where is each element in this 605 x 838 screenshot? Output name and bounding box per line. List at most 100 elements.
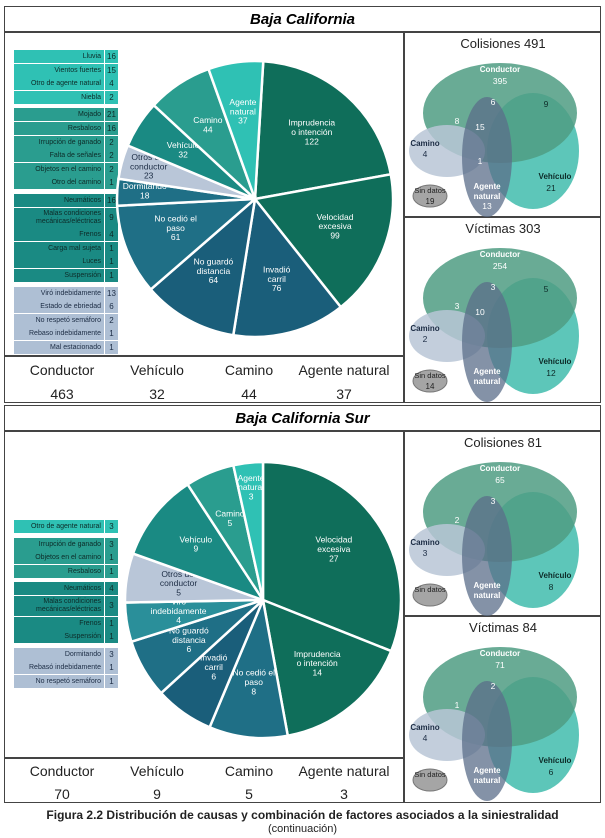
pie-slice-label: Vehículo 32 [167,140,200,159]
venn-title: Víctimas 84 [469,620,537,635]
legend-label: Frenos [79,619,101,627]
pie-chart-bcs: Velocidad excesiva 27 Imprudencia o intenció… [123,460,403,740]
legend-value: 15 [104,63,118,77]
legend-label: No respetó semáforo [35,316,101,324]
pie-slice-label: Camino 44 [193,115,223,134]
legend-row: Luces 1 [14,255,118,269]
venn-panel-bc-victimas [404,217,601,403]
total-label-camino: Camino [224,763,274,779]
venn-overlap-count: 10 [475,307,485,317]
legend-row: Otro de agente natural 3 [14,520,118,533]
venn-sindatos-label: Sin datos [414,186,446,195]
legend-label: Frenos [79,231,101,239]
legend-row: Neumáticos 4 [14,582,118,596]
legend-value: 6 [104,300,118,314]
pie-slice-label: Vehículo 9 [180,534,213,553]
legend-label: Dormitando [64,650,101,658]
pie-slice-label: Imprudencia o intención 14 [294,649,341,678]
legend-row: Frenos 4 [14,228,118,242]
legend-row: Rebaso indebidamente 1 [14,327,118,341]
legend-value: 3 [104,595,118,616]
venn-vehiculo-label: Vehículo [539,571,572,580]
venn-title: Colisiones 491 [460,36,545,51]
legend-row: Niebla 2 [14,90,118,104]
venn-agente-label: Agente [473,766,501,775]
legend-value: 1 [104,340,118,354]
legend-label: Malas condiciones mecánicas/eléctricas [36,209,101,225]
total-label-camino: Camino [224,362,274,378]
pie-slice-label: Agente natural 37 [229,97,256,126]
figure-caption: Figura 2.2 Distribución de causas y comb… [0,808,605,822]
pie-slice-label: No guardó distancia 6 [169,625,209,654]
total-value-camino: 44 [241,386,257,402]
total-value-agente: 37 [336,386,352,402]
legend-label: Resbaloso [67,124,101,132]
venn-vehiculo-label: Vehículo [539,357,572,366]
venn-agente-label: Agente [473,581,501,590]
total-value-vehiculo: 32 [149,386,165,402]
total-value-conductor: 70 [54,786,70,802]
totals-panel-bcs [4,758,404,803]
venn-agente-ellipse [462,97,512,217]
total-label-conductor: Conductor [29,362,95,378]
legend-label: Lluvia [82,53,101,60]
legend-value: 21 [104,108,118,122]
venn-sindatos-label: Sin datos [414,371,446,380]
venn-conductor-label: Conductor [480,65,520,74]
pie-slice-label: No cedió el paso 61 [154,214,197,243]
pie-slice-label: No cedió el paso 8 [232,668,275,697]
legend-value: 3 [104,537,118,551]
pie-slice [115,197,259,292]
pie-slice [231,195,343,339]
venn-sindatos-count: 19 [426,197,435,206]
pie-slice-label: Agente natural 3 [238,473,265,502]
pie-slice-label: Dormitando 18 [123,181,167,200]
venn-overlap-count: 2 [455,515,460,525]
pie-slice [253,59,393,201]
venn-agente-ellipse [462,681,512,801]
legend-row: Estado de ebriedad 6 [14,300,118,314]
legend-row: Malas condiciones mecánicas/eléctricas 9 [14,207,118,228]
legend-row: Mal estacionado 1 [14,340,118,354]
legend-label: Irrupción de ganado [38,540,101,548]
pie-slice-label: Camino 5 [215,508,245,527]
legend-value: 1 [104,255,118,269]
legend-value: 1 [104,268,118,282]
venn-vehiculo-count: 21 [546,183,556,193]
legend-label: Malas condiciones mecánicas/eléctricas [36,597,101,613]
legend-bc: Lluvia 16 Vientos fuertes 15 Otro de agente … [14,50,118,354]
venn-camino-count: 4 [423,733,428,743]
venn-sindatos-label: Sin datos [414,770,446,779]
venn-overlap-count: 8 [455,116,460,126]
venn-camino-count: 3 [423,548,428,558]
legend-value: 1 [104,674,118,688]
pie-slice [252,172,395,309]
legend-value: 1 [104,630,118,644]
legend-row: Objetos en el camino 1 [14,551,118,565]
legend-row: No respetó semáforo 2 [14,313,118,327]
venn-agente-label: natural [474,776,501,785]
venn-overlap-count: 3 [491,282,496,292]
venn-agente-count: 13 [482,201,492,211]
legend-value: 2 [104,135,118,149]
legend-row: Suspensión 1 [14,630,118,644]
venn-conductor-count: 254 [493,261,507,271]
pie-slice [261,598,393,738]
legend-value: 1 [104,176,118,190]
venn-agente-ellipse [462,282,512,402]
total-value-camino: 5 [245,786,253,802]
legend-label: Luces [82,258,101,266]
legend-value: 4 [104,77,118,91]
legend-value: 16 [104,50,118,63]
total-value-agente: 3 [340,786,348,802]
legend-label: Suspensión [64,633,101,641]
venn-camino-label: Camino [410,139,439,148]
section-title-bcs: Baja California Sur [4,405,601,431]
legend-value: 2 [104,90,118,104]
totals-panel-bc [4,356,404,403]
legend-value: 13 [104,286,118,300]
legend-row: Dormitando 3 [14,647,118,661]
pie-slice [206,59,265,200]
legend-label: Rebaso indebidamente [29,330,101,338]
